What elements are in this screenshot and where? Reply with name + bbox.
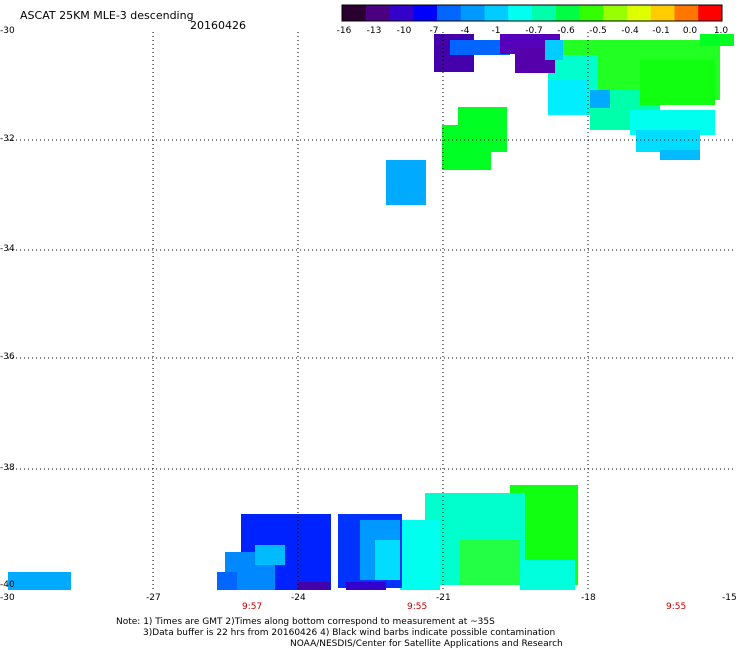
colorbar-label: -0.6	[557, 26, 575, 36]
time-label: 9:55	[666, 602, 687, 612]
lon-label: -30	[0, 593, 15, 603]
colorbar-segment	[555, 5, 580, 21]
swath-far-left	[8, 572, 71, 590]
lat-label: -36	[0, 352, 15, 362]
colorbar-segment	[484, 5, 509, 21]
colorbar-label: -0.7	[525, 26, 543, 36]
colorbar	[342, 5, 723, 21]
lon-label: -15	[722, 593, 737, 603]
colorbar-segment	[674, 5, 699, 21]
colorbar-frame	[341, 4, 723, 22]
colorbar-label: -7	[429, 26, 439, 36]
colorbar-segment	[389, 5, 414, 21]
lat-label: -32	[0, 134, 15, 144]
swath-bottom-aqua-2	[520, 560, 575, 590]
swath-bottom-mid-indigo	[346, 582, 386, 590]
colorbar-segment	[460, 5, 485, 21]
swath-top-sky-2	[590, 90, 610, 108]
colorbar-segment	[579, 5, 604, 21]
swath-top-green-3	[640, 60, 715, 105]
colorbar-label: -0.4	[621, 26, 639, 36]
colorbar-label: -0.5	[589, 26, 607, 36]
patch-green-b	[442, 125, 491, 170]
colorbar-segment	[413, 5, 438, 21]
swath-top-green-2	[700, 34, 734, 46]
colorbar-label: -4	[460, 26, 470, 36]
lon-label: -18	[581, 593, 596, 603]
map-date: 20160426	[190, 19, 246, 32]
colorbar-label: -13	[366, 26, 382, 36]
lat-label: -40	[0, 580, 15, 590]
swath-bottom-mid-cyan	[375, 540, 400, 580]
swath-bottom-left-cyan	[255, 545, 285, 565]
footer-note: Note: 1) Times are GMT 2)Times along bot…	[116, 617, 495, 627]
colorbar-label: -16	[336, 26, 352, 36]
footer-note: 3)Data buffer is 22 hrs from 20160426 4)…	[143, 628, 556, 638]
time-label: 9:55	[407, 602, 428, 612]
lat-label: -34	[0, 244, 15, 254]
colorbar-segment	[437, 5, 462, 21]
swath-bottom-left-sky-2	[217, 572, 237, 590]
swath-bottom-green-2	[460, 540, 520, 585]
colorbar-segment	[365, 5, 390, 21]
swath-top-sky	[660, 150, 700, 160]
swath-bottom-left-indigo	[298, 582, 330, 590]
colorbar-segment	[603, 5, 628, 21]
colorbar-segment	[627, 5, 652, 21]
colorbar-label: -1	[491, 26, 501, 36]
lon-label: -24	[291, 593, 306, 603]
colorbar-segment	[342, 5, 367, 21]
swath-top-cyan-4	[545, 40, 563, 60]
lat-label: -30	[0, 26, 15, 36]
time-label: 9:57	[242, 602, 263, 612]
map-title: ASCAT 25KM MLE-3 descending	[20, 9, 194, 22]
colorbar-segment	[698, 5, 723, 21]
colorbar-label: 0.0	[682, 26, 698, 36]
lon-label: -21	[436, 593, 451, 603]
colorbar-label: -10	[396, 26, 412, 36]
colorbar-label: 1.0	[713, 26, 729, 36]
swath-top-cyan	[548, 80, 588, 115]
swath-top-cyan-3	[636, 130, 700, 152]
swath-bottom-cyan	[400, 520, 440, 590]
colorbar-segment	[650, 5, 675, 21]
footer-credit: NOAA/NESDIS/Center for Satellite Applica…	[290, 639, 563, 649]
colorbar-segment	[508, 5, 533, 21]
patch-sky	[386, 160, 426, 205]
colorbar-segment	[532, 5, 557, 21]
lon-label: -27	[146, 593, 161, 603]
lat-label: -38	[0, 463, 15, 473]
colorbar-label: -0.1	[652, 26, 670, 36]
swath-top-blue	[450, 40, 510, 55]
data-swaths	[8, 34, 734, 590]
grid	[8, 32, 733, 590]
